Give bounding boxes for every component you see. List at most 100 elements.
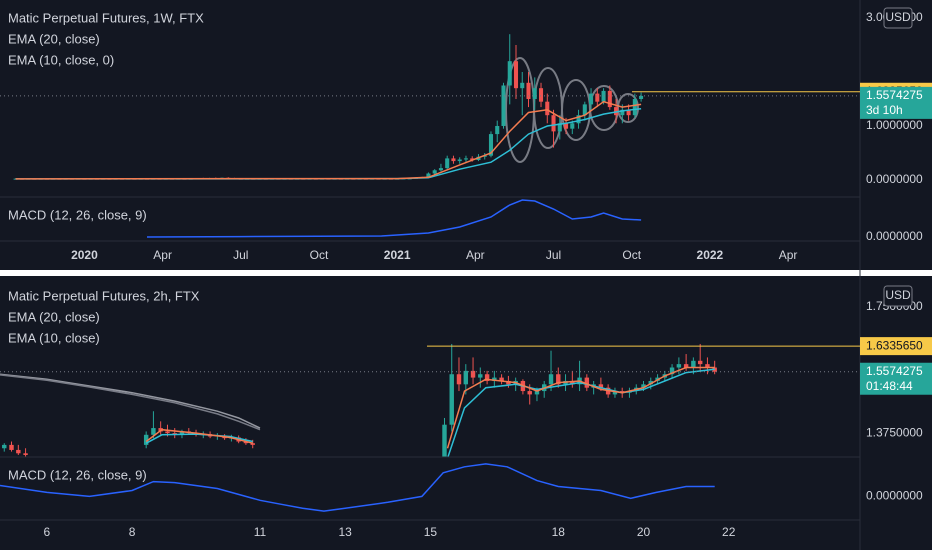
candle-body bbox=[538, 88, 544, 102]
candle-body bbox=[151, 428, 156, 435]
legend-entry: EMA (10, close, 0) bbox=[8, 52, 114, 67]
legend-entry: EMA (20, close) bbox=[8, 31, 100, 46]
candle-body bbox=[705, 364, 710, 368]
candle-body bbox=[442, 424, 447, 457]
candle-body bbox=[534, 391, 540, 395]
x-tick-label: Oct bbox=[622, 248, 641, 262]
candle-body bbox=[641, 384, 646, 388]
candle-body bbox=[582, 104, 587, 116]
ema-line bbox=[15, 100, 642, 180]
candle-body bbox=[457, 159, 462, 162]
candle-body bbox=[570, 380, 575, 385]
countdown-label: 3d 10h bbox=[866, 103, 903, 117]
x-tick-label: Apr bbox=[779, 248, 798, 262]
x-tick-label: 13 bbox=[339, 525, 353, 539]
candle-body bbox=[595, 93, 600, 102]
chart-title: Matic Perpetual Futures, 2h, FTX bbox=[8, 288, 200, 303]
candle-body bbox=[598, 384, 604, 388]
candle-body bbox=[548, 374, 554, 385]
candle-body bbox=[243, 441, 249, 444]
candle-body bbox=[9, 444, 14, 450]
ema-line bbox=[145, 368, 715, 457]
candle-body bbox=[683, 364, 689, 368]
currency-box[interactable] bbox=[883, 285, 913, 307]
candle-body bbox=[179, 431, 185, 435]
candle-body bbox=[556, 374, 561, 385]
last-price-label: 1.5574275 bbox=[866, 88, 923, 102]
candle-body bbox=[470, 158, 475, 161]
x-tick-label: Oct bbox=[310, 248, 329, 262]
macd-label: MACD (12, 26, close, 9) bbox=[8, 207, 147, 222]
candle-body bbox=[526, 82, 531, 99]
candle-body bbox=[576, 115, 581, 124]
candle-body bbox=[495, 125, 500, 135]
level-label-box bbox=[860, 337, 932, 356]
x-tick-label: 2021 bbox=[384, 248, 411, 262]
candle-body bbox=[463, 158, 468, 160]
x-tick-label: 18 bbox=[552, 525, 566, 539]
macd-line bbox=[146, 199, 642, 238]
candle-body bbox=[619, 391, 625, 393]
macd-tick-label: 0.0000000 bbox=[866, 489, 923, 503]
x-tick-label: 20 bbox=[637, 525, 651, 539]
candle-body bbox=[612, 391, 618, 395]
x-tick-label: 11 bbox=[254, 525, 267, 539]
last-price-box bbox=[860, 362, 932, 395]
x-tick-label: 2022 bbox=[697, 248, 724, 262]
candle-body bbox=[676, 364, 682, 368]
candle-body bbox=[570, 123, 575, 129]
candle-body bbox=[669, 367, 675, 375]
currency-label[interactable]: USD bbox=[885, 10, 911, 24]
candle-body bbox=[250, 443, 255, 445]
last-price-label: 1.5574275 bbox=[866, 364, 923, 378]
candle-body bbox=[564, 123, 569, 129]
y-tick-label: 0.0000000 bbox=[866, 172, 923, 186]
candle-body bbox=[484, 374, 490, 381]
macd-pane bbox=[146, 199, 642, 238]
candle-body bbox=[632, 98, 637, 116]
candle-body bbox=[501, 85, 506, 126]
candle-body bbox=[165, 431, 170, 434]
currency-box[interactable] bbox=[883, 7, 913, 29]
candle-body bbox=[449, 374, 454, 425]
candle-body bbox=[426, 173, 431, 178]
price-pane bbox=[13, 34, 644, 180]
price-pane bbox=[0, 343, 717, 457]
legend-entry: EMA (20, close) bbox=[8, 309, 100, 324]
macd-tick-label: 0.0000000 bbox=[866, 229, 923, 243]
candle-body bbox=[499, 377, 504, 381]
candle-body bbox=[584, 377, 590, 388]
y-tick-label: 1.0000000 bbox=[866, 118, 923, 132]
candle-body bbox=[463, 370, 469, 385]
candle-body bbox=[697, 360, 703, 365]
last-price-box bbox=[860, 86, 932, 119]
candle-body bbox=[614, 107, 619, 116]
candle-body bbox=[639, 95, 644, 99]
ema-line bbox=[145, 366, 715, 449]
candle-body bbox=[456, 374, 462, 385]
candle-body bbox=[691, 360, 696, 368]
y-tick-label: 1.3750000 bbox=[866, 425, 923, 439]
candle-body bbox=[557, 123, 562, 132]
candle-body bbox=[601, 90, 606, 102]
candle-body bbox=[492, 377, 497, 381]
legend-entry: EMA (10, close) bbox=[8, 330, 100, 345]
macd-line bbox=[0, 463, 715, 512]
candle-body bbox=[527, 391, 532, 395]
candle-body bbox=[451, 158, 456, 162]
x-tick-label: 22 bbox=[722, 525, 736, 539]
candle-body bbox=[620, 109, 625, 116]
candle-body bbox=[551, 115, 556, 132]
candle-body bbox=[470, 370, 476, 378]
candle-body bbox=[16, 449, 21, 454]
level-label: 1.6335650 bbox=[866, 338, 923, 352]
x-tick-label: 6 bbox=[44, 525, 51, 539]
candle-body bbox=[23, 453, 28, 455]
candle-body bbox=[513, 61, 519, 89]
currency-label[interactable]: USD bbox=[885, 288, 911, 302]
x-tick-label: 2020 bbox=[71, 248, 98, 262]
candle-body bbox=[545, 101, 550, 116]
chart-separator bbox=[0, 270, 932, 276]
candle-body bbox=[520, 82, 525, 89]
